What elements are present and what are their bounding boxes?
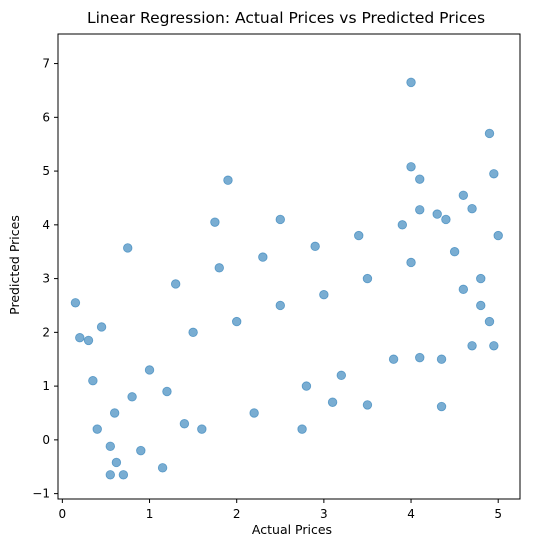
scatter-point (406, 162, 416, 172)
scatter-point (297, 424, 307, 434)
scatter-point (157, 463, 168, 473)
scatter-point (96, 322, 107, 332)
scatter-point (88, 376, 98, 386)
scatter-point (362, 273, 373, 284)
scatter-point (105, 441, 116, 452)
scatter-point (83, 335, 94, 346)
scatter-point (415, 352, 425, 363)
chart-title: Linear Regression: Actual Prices vs Pred… (87, 9, 485, 27)
scatter-point (301, 381, 312, 391)
scatter-point (197, 424, 207, 434)
scatter-point (70, 298, 81, 308)
y-tick-label: 4 (42, 218, 50, 232)
x-tick-label: 2 (233, 507, 241, 521)
scatter-point (449, 247, 460, 257)
scatter-point (458, 190, 469, 200)
scatter-point (406, 257, 416, 268)
scatter-point (319, 290, 329, 300)
scatter-point (105, 470, 116, 480)
scatter-point (489, 341, 499, 351)
scatter-point (489, 169, 499, 179)
scatter-point (388, 354, 399, 364)
y-tick-label: −1 (32, 487, 50, 501)
x-tick-label: 5 (494, 507, 502, 521)
scatter-point (327, 397, 338, 407)
scatter-point (249, 408, 259, 418)
scatter-point (336, 370, 347, 381)
x-axis: 0 1 2 3 4 5 (59, 499, 502, 521)
scatter-point (162, 386, 172, 397)
scatter-point (484, 128, 495, 139)
scatter-point (275, 300, 285, 311)
scatter-point (214, 263, 224, 273)
scatter-point (484, 316, 495, 327)
scatter-point (415, 174, 425, 184)
y-tick-label: 3 (42, 272, 50, 286)
scatter-point (436, 401, 447, 412)
scatter-point (467, 204, 477, 214)
x-axis-label: Actual Prices (252, 522, 332, 537)
scatter-point (476, 273, 486, 284)
scatter-point (127, 392, 137, 402)
scatter-point (188, 327, 198, 338)
scatter-point (436, 354, 447, 364)
y-tick-label: 0 (42, 433, 50, 447)
scatter-point (397, 220, 408, 230)
scatter-point (136, 445, 146, 456)
scatter-point (415, 205, 425, 215)
scatter-point (170, 279, 181, 289)
y-axis-label: Predicted Prices (7, 215, 22, 315)
x-tick-label: 4 (407, 507, 415, 521)
y-tick-label: 1 (42, 379, 50, 393)
scatter-point (467, 341, 477, 351)
scatter-point (310, 241, 320, 252)
scatter-point (118, 470, 129, 480)
x-tick-label: 1 (146, 507, 154, 521)
scatter-point (179, 419, 190, 429)
y-axis: −1 0 1 2 3 4 5 6 7 (32, 57, 58, 501)
y-tick-label: 5 (42, 164, 50, 178)
scatter-point (223, 175, 233, 185)
scatter-point (406, 77, 416, 88)
y-tick-label: 7 (42, 57, 50, 71)
scatter-point (476, 300, 486, 311)
scatter-point (275, 214, 285, 225)
scatter-point (109, 408, 120, 418)
x-tick-label: 0 (59, 507, 67, 521)
plot-frame (57, 33, 521, 500)
scatter-point (354, 230, 364, 241)
scatter-points (70, 77, 503, 480)
scatter-point (441, 214, 451, 225)
scatter-point (92, 424, 102, 434)
x-tick-label: 3 (320, 507, 328, 521)
scatter-point (75, 333, 85, 343)
scatter-point (231, 316, 242, 327)
scatter-point (362, 400, 373, 410)
y-tick-label: 6 (42, 110, 50, 124)
scatter-point (432, 209, 442, 219)
scatter-point (111, 457, 122, 468)
scatter-point (258, 252, 268, 262)
scatter-point (210, 217, 220, 227)
scatter-point (123, 243, 133, 253)
scatter-point (458, 284, 469, 295)
scatter-point (493, 230, 503, 241)
scatter-point (144, 365, 155, 375)
y-tick-label: 2 (42, 325, 50, 339)
